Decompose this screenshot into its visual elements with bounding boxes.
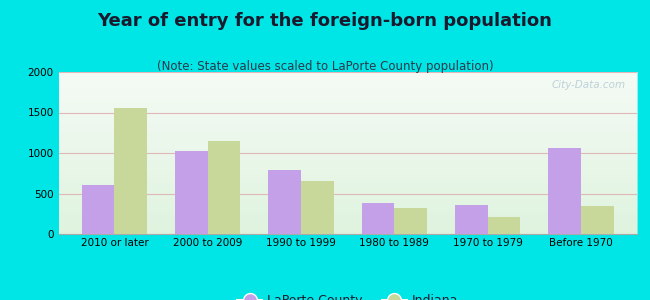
Bar [175, 151, 208, 234]
Text: (Note: State values scaled to LaPorte County population): (Note: State values scaled to LaPorte Co… [157, 60, 493, 73]
Legend: LaPorte County, Indiana: LaPorte County, Indiana [233, 289, 463, 300]
Bar [301, 181, 333, 234]
Bar [82, 185, 114, 234]
Bar [268, 170, 301, 234]
Bar [549, 148, 581, 234]
Bar [455, 205, 488, 234]
Bar [488, 217, 521, 234]
Text: Year of entry for the foreign-born population: Year of entry for the foreign-born popul… [98, 12, 552, 30]
Text: City-Data.com: City-Data.com [551, 80, 625, 90]
Bar [395, 208, 427, 234]
Bar [114, 108, 147, 234]
Bar [362, 203, 395, 234]
Bar [581, 206, 614, 234]
Bar [208, 141, 240, 234]
